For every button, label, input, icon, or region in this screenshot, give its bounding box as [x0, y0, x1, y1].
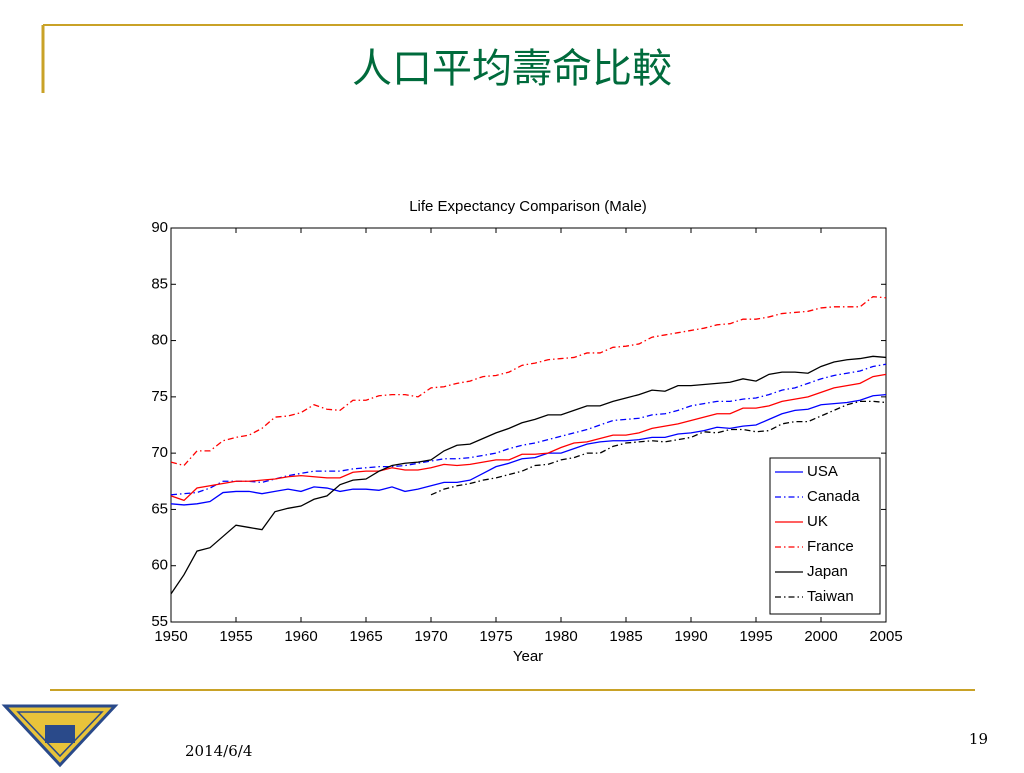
x-tick-label: 2005: [869, 628, 902, 645]
legend-box: [769, 457, 881, 615]
x-tick-label: 1970: [414, 628, 447, 645]
series-line: [170, 373, 887, 502]
y-tick-label: 65: [151, 500, 168, 517]
x-axis-label: Year: [513, 648, 543, 665]
x-tick-label: 1950: [154, 628, 187, 645]
page-number: 19: [969, 730, 988, 748]
x-tick-label: 1960: [284, 628, 317, 645]
series-line: [170, 363, 887, 496]
y-tick-label: 85: [151, 275, 168, 292]
logo: [1, 704, 119, 768]
legend-label: Japan: [807, 563, 848, 580]
y-tick-label: 80: [151, 332, 168, 349]
series-line: [170, 295, 887, 467]
legend-label: Canada: [807, 488, 860, 505]
legend-label: France: [807, 538, 854, 555]
y-tick-label: 60: [151, 557, 168, 574]
plot-area: [170, 227, 887, 623]
legend-label: USA: [807, 463, 838, 480]
x-tick-label: 1985: [609, 628, 642, 645]
x-tick-label: 1980: [544, 628, 577, 645]
series-line: [170, 393, 887, 506]
x-tick-label: 1990: [674, 628, 707, 645]
y-tick-label: 75: [151, 388, 168, 405]
x-tick-label: 2000: [804, 628, 837, 645]
x-tick-label: 1965: [349, 628, 382, 645]
legend-label: UK: [807, 513, 828, 530]
chart-title: Life Expectancy Comparison (Male): [409, 198, 647, 215]
series-line: [430, 400, 887, 496]
x-tick-label: 1995: [739, 628, 772, 645]
x-tick-label: 1955: [219, 628, 252, 645]
y-tick-label: 90: [151, 219, 168, 236]
y-tick-label: 70: [151, 444, 168, 461]
y-tick-label: 55: [151, 613, 168, 630]
x-tick-label: 1975: [479, 628, 512, 645]
slide-title: 人口平均壽命比較: [352, 46, 672, 92]
date: 2014/6/4: [185, 742, 252, 760]
legend-label: Taiwan: [807, 588, 854, 605]
series-line: [170, 355, 887, 595]
